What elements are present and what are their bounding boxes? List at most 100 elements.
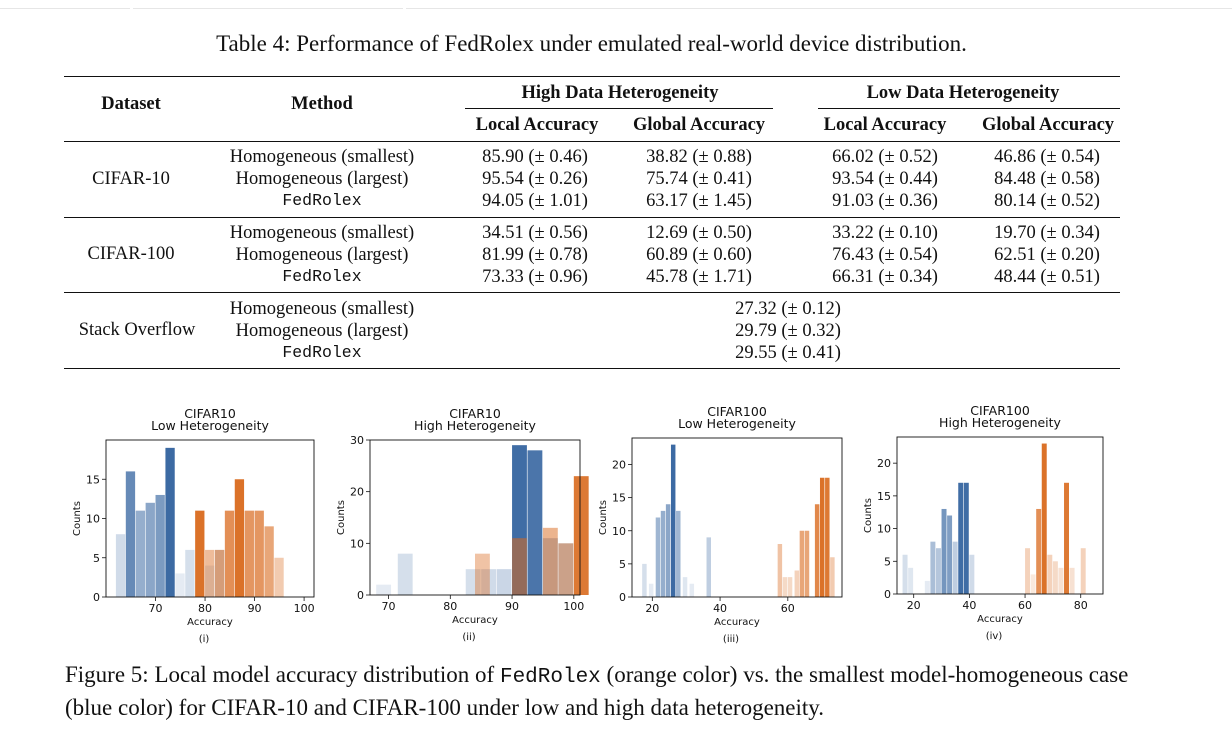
x-axis-label: Accuracy xyxy=(977,614,1023,625)
header-dataset: Dataset xyxy=(101,94,161,114)
y-tick-label: 0 xyxy=(619,591,626,604)
value-cell: 12.69 (± 0.50) xyxy=(646,223,752,243)
value-cell: 66.31 (± 0.34) xyxy=(832,267,938,287)
histogram-bar xyxy=(655,517,661,597)
x-tick-label: 100 xyxy=(563,600,584,613)
y-tick-label: 15 xyxy=(877,490,891,503)
histogram-bar xyxy=(825,477,830,597)
y-tick-label: 30 xyxy=(350,434,364,447)
cifar100-high-global: 12.69 (± 0.50) 60.89 (± 0.60) 45.78 (± 1… xyxy=(646,222,752,288)
histogram-bar xyxy=(969,554,975,594)
y-tick-label: 5 xyxy=(93,552,100,565)
header-rule xyxy=(64,141,1120,142)
cifar100-rule xyxy=(64,292,1120,293)
methods-cifar100: Homogeneous (smallest) Homogeneous (larg… xyxy=(230,222,414,288)
histogram-bar xyxy=(706,537,711,597)
dataset-cifar10: CIFAR-10 xyxy=(92,169,170,189)
table-bottom-rule xyxy=(64,368,1120,370)
histogram-bar xyxy=(1036,508,1042,594)
figure-caption: Figure 5: Local model accuracy distribut… xyxy=(65,660,1145,723)
chart-title-line: Low Heterogeneity xyxy=(678,416,796,431)
y-tick-label: 0 xyxy=(93,591,100,604)
y-tick-label: 20 xyxy=(350,486,364,499)
value-cell: 95.54 (± 0.26) xyxy=(482,169,588,189)
value-cell: 45.78 (± 1.71) xyxy=(646,267,752,287)
histogram-bar xyxy=(465,569,481,595)
plot-frame xyxy=(631,437,843,598)
method-cell: Homogeneous (smallest) xyxy=(229,299,415,319)
histogram-bar xyxy=(224,510,235,597)
histogram-bar xyxy=(115,534,126,597)
histogram-bar xyxy=(558,543,574,595)
histogram-bar xyxy=(930,541,936,594)
value-cell: 34.51 (± 0.56) xyxy=(482,223,588,243)
histogram-bar xyxy=(648,583,654,597)
histogram-bar xyxy=(665,504,671,597)
chart-title-line: CIFAR100 xyxy=(707,404,767,419)
histogram-bar xyxy=(902,554,908,594)
header-high-global: Global Accuracy xyxy=(632,115,766,135)
cifar10-rule xyxy=(64,217,1120,218)
x-tick-label: 40 xyxy=(713,602,727,615)
x-tick-label: 80 xyxy=(443,600,457,613)
value-cell: 27.32 (± 0.12) xyxy=(735,299,841,319)
method-cell: Homogeneous (smallest) xyxy=(229,147,415,167)
value-cell: 80.14 (± 0.52) xyxy=(994,191,1100,211)
histogram-bar xyxy=(1052,561,1058,594)
y-tick-label: 0 xyxy=(884,588,891,601)
method-cell: Homogeneous (smallest) xyxy=(229,223,415,243)
value-cell: 93.54 (± 0.44) xyxy=(832,169,938,189)
plot-frame xyxy=(369,439,581,596)
x-tick-label: 80 xyxy=(198,602,212,615)
header-low-local: Local Accuracy xyxy=(823,115,947,135)
figure-caption-text: Figure 5: Local model accuracy distribut… xyxy=(65,662,500,687)
histogram-bar xyxy=(264,526,274,597)
histogram-bar xyxy=(573,476,589,595)
header-low-global: Global Accuracy xyxy=(981,115,1115,135)
top-strip-middle xyxy=(133,0,403,9)
value-cell: 19.70 (± 0.34) xyxy=(994,223,1100,243)
y-axis-label: Counts xyxy=(72,501,83,536)
cifar10-low-local: 66.02 (± 0.52) 93.54 (± 0.44) 91.03 (± 0… xyxy=(832,146,938,212)
x-tick-label: 70 xyxy=(382,600,396,613)
chart-title-line: CIFAR10 xyxy=(449,406,501,421)
methods-stack-overflow: Homogeneous (smallest) Homogeneous (larg… xyxy=(230,298,414,364)
panel-sublabel: (ii) xyxy=(462,632,475,643)
value-cell: 48.44 (± 0.51) xyxy=(994,267,1100,287)
histogram-bar xyxy=(952,541,958,594)
histogram-bar xyxy=(175,573,185,597)
x-tick-label: 60 xyxy=(781,602,795,615)
histogram-bar xyxy=(642,563,647,597)
chart-title-line: High Heterogeneity xyxy=(939,415,1062,430)
histogram-bar xyxy=(512,538,527,595)
x-axis-label: Accuracy xyxy=(714,617,760,628)
method-cell-fedrolex: FedRolex xyxy=(282,343,362,362)
histogram-bar xyxy=(376,584,392,595)
histogram-bar xyxy=(244,510,254,597)
value-cell: 46.86 (± 0.54) xyxy=(994,147,1100,167)
value-cell: 29.79 (± 0.32) xyxy=(735,321,841,341)
histogram-bar xyxy=(195,510,205,597)
value-cell: 91.03 (± 0.36) xyxy=(832,191,938,211)
y-axis-label: Counts xyxy=(598,500,609,535)
y-axis-label: Counts xyxy=(336,500,347,535)
panel-sublabel: (iii) xyxy=(723,634,739,645)
x-tick-label: 60 xyxy=(1018,599,1032,612)
histogram-bar xyxy=(1058,567,1064,594)
histogram-bar xyxy=(799,530,805,597)
cifar100-low-local: 33.22 (± 0.10) 76.43 (± 0.54) 66.31 (± 0… xyxy=(832,222,938,288)
header-high-local: Local Accuracy xyxy=(475,115,599,135)
histogram-bar xyxy=(205,549,215,597)
histogram-bar xyxy=(963,482,969,594)
method-cell: Homogeneous (largest) xyxy=(235,321,409,341)
histogram-bar xyxy=(941,508,947,594)
histogram-bar xyxy=(1069,567,1075,594)
figure-caption-code: FedRolex xyxy=(499,666,601,689)
cifar10-high-global: 38.82 (± 0.88) 75.74 (± 0.41) 63.17 (± 1… xyxy=(646,146,752,212)
cifar100-high-local: 34.51 (± 0.56) 81.99 (± 0.78) 73.33 (± 0… xyxy=(482,222,588,288)
histogram-bar xyxy=(125,471,136,597)
y-tick-label: 15 xyxy=(86,473,100,486)
table-caption: Table 4: Performance of FedRolex under e… xyxy=(216,31,967,56)
histogram-bar xyxy=(397,553,413,595)
histogram-bar xyxy=(958,482,964,594)
